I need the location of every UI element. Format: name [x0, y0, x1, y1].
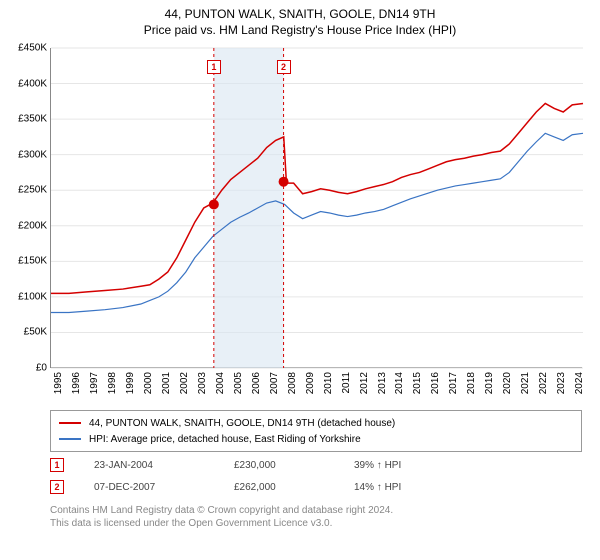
legend-label-hpi: HPI: Average price, detached house, East… — [89, 434, 361, 445]
x-tick-label: 2013 — [377, 372, 388, 394]
x-tick-label: 2016 — [430, 372, 441, 394]
x-tick-label: 2004 — [215, 372, 226, 394]
x-tick-label: 2006 — [251, 372, 262, 394]
marker-row-1: 1 23-JAN-2004 £230,000 39% ↑ HPI — [50, 454, 582, 476]
x-tick-label: 2022 — [538, 372, 549, 394]
x-tick-label: 1996 — [71, 372, 82, 394]
x-tick-label: 2005 — [233, 372, 244, 394]
x-tick-label: 2000 — [143, 372, 154, 394]
legend-label-property: 44, PUNTON WALK, SNAITH, GOOLE, DN14 9TH… — [89, 418, 395, 429]
y-tick-label: £150K — [18, 256, 47, 267]
x-tick-label: 1997 — [89, 372, 100, 394]
x-tick-label: 2020 — [502, 372, 513, 394]
y-tick-label: £0 — [36, 363, 47, 374]
marker-table: 1 23-JAN-2004 £230,000 39% ↑ HPI 2 07-DE… — [50, 454, 582, 498]
legend: 44, PUNTON WALK, SNAITH, GOOLE, DN14 9TH… — [50, 410, 582, 452]
x-tick-label: 1995 — [53, 372, 64, 394]
y-tick-label: £300K — [18, 149, 47, 160]
x-tick-label: 2021 — [520, 372, 531, 394]
x-tick-label: 2001 — [161, 372, 172, 394]
footer-line-1: Contains HM Land Registry data © Crown c… — [50, 504, 582, 517]
x-tick-label: 1998 — [107, 372, 118, 394]
y-tick-label: £350K — [18, 114, 47, 125]
marker-date-1: 23-JAN-2004 — [94, 460, 204, 471]
legend-swatch-hpi — [59, 438, 81, 440]
marker-callout-1: 1 — [207, 60, 221, 74]
y-tick-label: £50K — [24, 327, 47, 338]
x-tick-label: 2014 — [394, 372, 405, 394]
x-tick-label: 2003 — [197, 372, 208, 394]
x-tick-label: 2010 — [323, 372, 334, 394]
marker-price-2: £262,000 — [234, 482, 324, 493]
marker-pct-2: 14% ↑ HPI — [354, 482, 464, 493]
marker-price-1: £230,000 — [234, 460, 324, 471]
title-line-1: 44, PUNTON WALK, SNAITH, GOOLE, DN14 9TH — [0, 6, 600, 22]
legend-item-property: 44, PUNTON WALK, SNAITH, GOOLE, DN14 9TH… — [59, 415, 573, 431]
chart-title: 44, PUNTON WALK, SNAITH, GOOLE, DN14 9TH… — [0, 0, 600, 38]
marker-badge-2: 2 — [50, 480, 64, 494]
footer-note: Contains HM Land Registry data © Crown c… — [50, 504, 582, 530]
y-tick-label: £400K — [18, 78, 47, 89]
x-tick-label: 1999 — [125, 372, 136, 394]
x-tick-label: 2018 — [466, 372, 477, 394]
x-tick-label: 2017 — [448, 372, 459, 394]
legend-swatch-property — [59, 422, 81, 424]
x-tick-label: 2012 — [359, 372, 370, 394]
chart-container: 44, PUNTON WALK, SNAITH, GOOLE, DN14 9TH… — [0, 0, 600, 560]
marker-pct-1: 39% ↑ HPI — [354, 460, 464, 471]
marker-date-2: 07-DEC-2007 — [94, 482, 204, 493]
x-tick-label: 2008 — [287, 372, 298, 394]
marker-row-2: 2 07-DEC-2007 £262,000 14% ↑ HPI — [50, 476, 582, 498]
marker-callout-2: 2 — [277, 60, 291, 74]
x-tick-label: 2009 — [305, 372, 316, 394]
x-tick-label: 2019 — [484, 372, 495, 394]
x-tick-label: 2015 — [412, 372, 423, 394]
y-tick-label: £200K — [18, 220, 47, 231]
x-tick-label: 2007 — [269, 372, 280, 394]
chart-svg — [51, 48, 583, 368]
x-tick-label: 2023 — [556, 372, 567, 394]
title-line-2: Price paid vs. HM Land Registry's House … — [0, 22, 600, 38]
plot-region: 12 — [50, 48, 582, 368]
x-tick-label: 2011 — [341, 372, 352, 394]
y-tick-label: £450K — [18, 43, 47, 54]
footer-line-2: This data is licensed under the Open Gov… — [50, 517, 582, 530]
marker-badge-1: 1 — [50, 458, 64, 472]
x-tick-label: 2024 — [574, 372, 585, 394]
x-tick-label: 2002 — [179, 372, 190, 394]
legend-item-hpi: HPI: Average price, detached house, East… — [59, 431, 573, 447]
y-tick-label: £250K — [18, 185, 47, 196]
y-tick-label: £100K — [18, 291, 47, 302]
